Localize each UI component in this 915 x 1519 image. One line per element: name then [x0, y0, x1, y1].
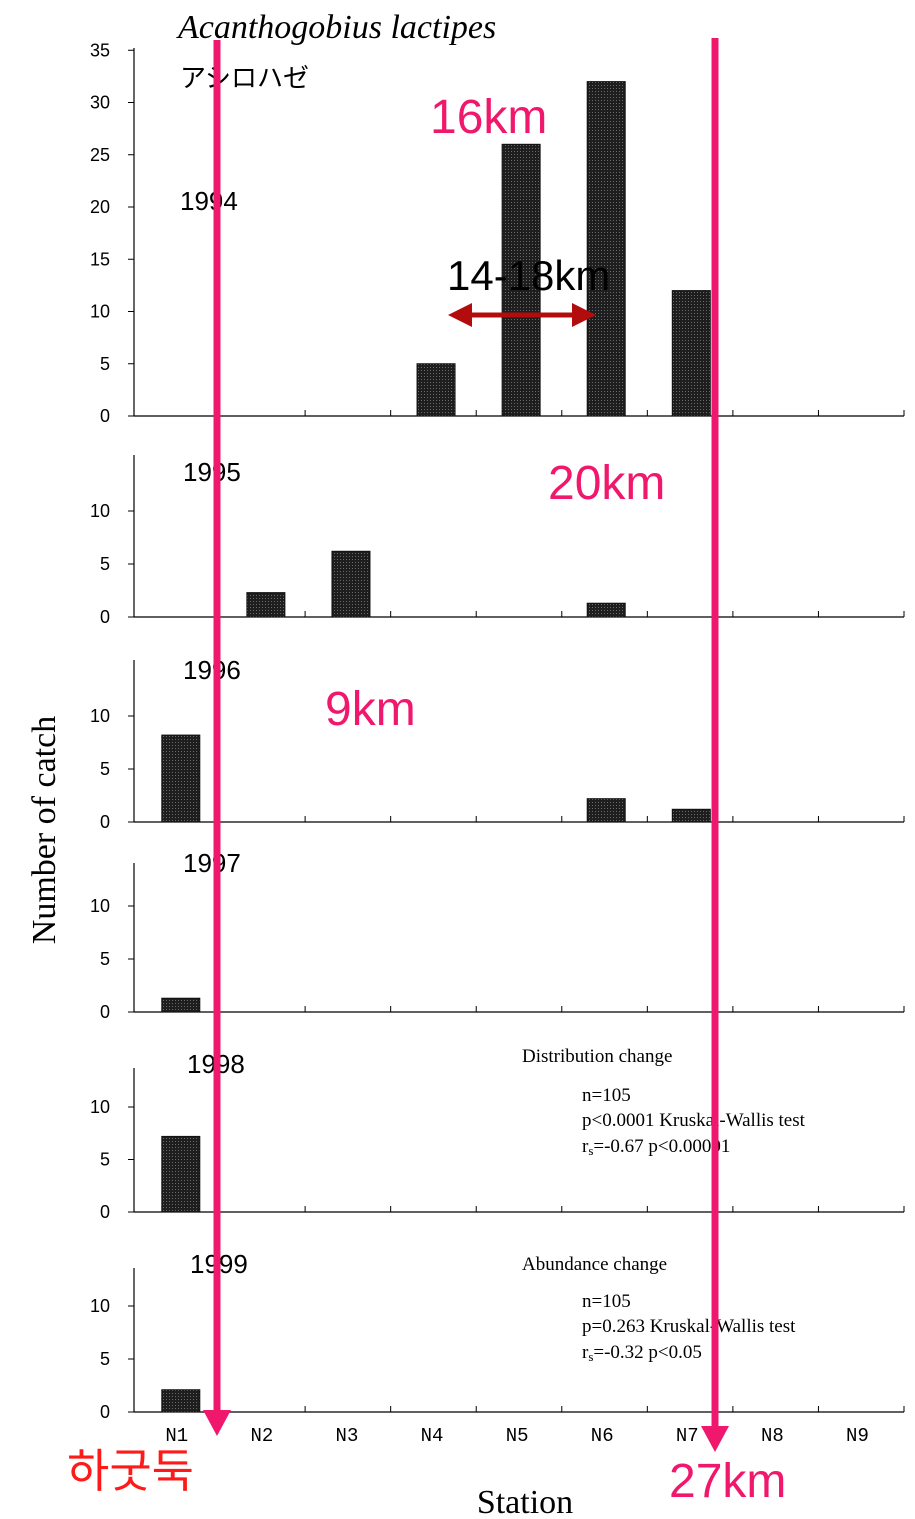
station-label-N5: N5 [506, 1425, 529, 1447]
y-tick-label: 10 [90, 896, 110, 916]
estuary-barrage-label: 하굿둑 [67, 1445, 194, 1497]
bar-1994-N4 [416, 363, 456, 417]
station-label-N2: N2 [250, 1425, 273, 1447]
bar-1994-N7 [671, 290, 711, 417]
y-tick-label: 5 [100, 554, 110, 574]
year-label-1997: 1997 [183, 848, 241, 878]
km27-label: 27km [669, 1455, 786, 1508]
y-tick-label: 10 [90, 302, 110, 322]
abundance-p: p=0.263 Kruskal-Wallis test [582, 1316, 796, 1337]
distribution-rs: rs=-0.67 p<0.00001 [582, 1136, 730, 1158]
left-magenta-arrow [203, 40, 231, 1436]
y-tick-label: 35 [90, 40, 110, 60]
station-label-N1: N1 [165, 1425, 188, 1447]
station-label-N4: N4 [421, 1425, 444, 1447]
y-tick-label: 5 [100, 759, 110, 779]
panel-1997: 0 5 10 1997 [90, 848, 905, 1022]
station-label-N8: N8 [761, 1425, 784, 1447]
chart-panels: 0 5 10 15 20 25 30 35 1994 0 5 10 1995 0 5 10 1996 0 5 10 19… [90, 40, 905, 1422]
station-label-N9: N9 [846, 1425, 869, 1447]
year-label-1996: 1996 [183, 655, 241, 685]
station-label-N7: N7 [676, 1425, 699, 1447]
km16-label: 16km [430, 91, 547, 144]
bar-1998-N1 [161, 1135, 201, 1213]
bar-1996-N1 [161, 734, 201, 823]
right-magenta-arrow [701, 38, 729, 1452]
abundance-stats: Abundance change n=105 p=0.263 Kruskal-W… [522, 1254, 796, 1364]
bar-1996-N7 [671, 808, 711, 823]
abundance-heading: Abundance change [522, 1254, 667, 1275]
y-tick-label: 10 [90, 1097, 110, 1117]
y-tick-label: 30 [90, 93, 110, 113]
bar-1996-N6 [586, 798, 626, 823]
y-tick-label: 0 [100, 1002, 110, 1022]
y-tick-label: 25 [90, 145, 110, 165]
y-tick-label: 5 [100, 1349, 110, 1369]
station-labels: N1 N2 N3 N4 N5 N6 N7 N8 N9 [165, 1425, 868, 1447]
y-tick-label: 0 [100, 607, 110, 627]
station-label-N3: N3 [336, 1425, 359, 1447]
bar-1995-N2 [246, 592, 286, 618]
x-axis-title: Station [477, 1484, 573, 1519]
y-tick-label: 5 [100, 949, 110, 969]
species-title: Acanthogobius lactipes [176, 9, 496, 46]
y-tick-label: 0 [100, 812, 110, 832]
bar-1999-N1 [161, 1389, 201, 1413]
distribution-stats: Distribution change n=105 p<0.0001 Krusk… [522, 1046, 806, 1158]
bar-1994-N6 [586, 81, 626, 417]
range-label: 14-18km [447, 252, 610, 299]
species-japanese-name: アシロハゼ [180, 63, 309, 93]
bar-1994-N5 [501, 143, 541, 417]
range-arrow [448, 303, 596, 327]
panel-1994: 0 5 10 15 20 25 30 35 1994 [90, 40, 905, 426]
year-label-1995: 1995 [183, 457, 241, 487]
bar-1995-N3 [331, 550, 371, 618]
y-tick-label: 15 [90, 249, 110, 269]
distribution-n: n=105 [582, 1085, 631, 1106]
distribution-heading: Distribution change [522, 1046, 672, 1067]
panel-1996: 0 5 10 1996 [90, 655, 905, 832]
year-label-1994: 1994 [180, 186, 238, 216]
y-tick-label: 0 [100, 1202, 110, 1222]
bar-1997-N1 [161, 997, 201, 1013]
y-tick-label: 0 [100, 406, 110, 426]
y-tick-label: 5 [100, 1150, 110, 1170]
panel-1998: 05101998 [90, 1049, 905, 1222]
y-tick-label: 10 [90, 501, 110, 521]
y-tick-label: 20 [90, 197, 110, 217]
y-tick-label: 5 [100, 354, 110, 374]
y-axis-title: Number of catch [26, 716, 63, 944]
abundance-rs: rs=-0.32 p<0.05 [582, 1342, 702, 1364]
distribution-p: p<0.0001 Kruskal-Wallis test [582, 1110, 806, 1131]
abundance-n: n=105 [582, 1291, 631, 1312]
km20-label: 20km [548, 457, 665, 510]
bar-1995-N6 [586, 602, 626, 618]
km9-label: 9km [325, 683, 416, 736]
panel-1995: 0 5 10 1995 [90, 455, 905, 627]
y-tick-label: 10 [90, 1296, 110, 1316]
y-tick-label: 10 [90, 706, 110, 726]
y-tick-label: 0 [100, 1402, 110, 1422]
station-label-N6: N6 [591, 1425, 614, 1447]
